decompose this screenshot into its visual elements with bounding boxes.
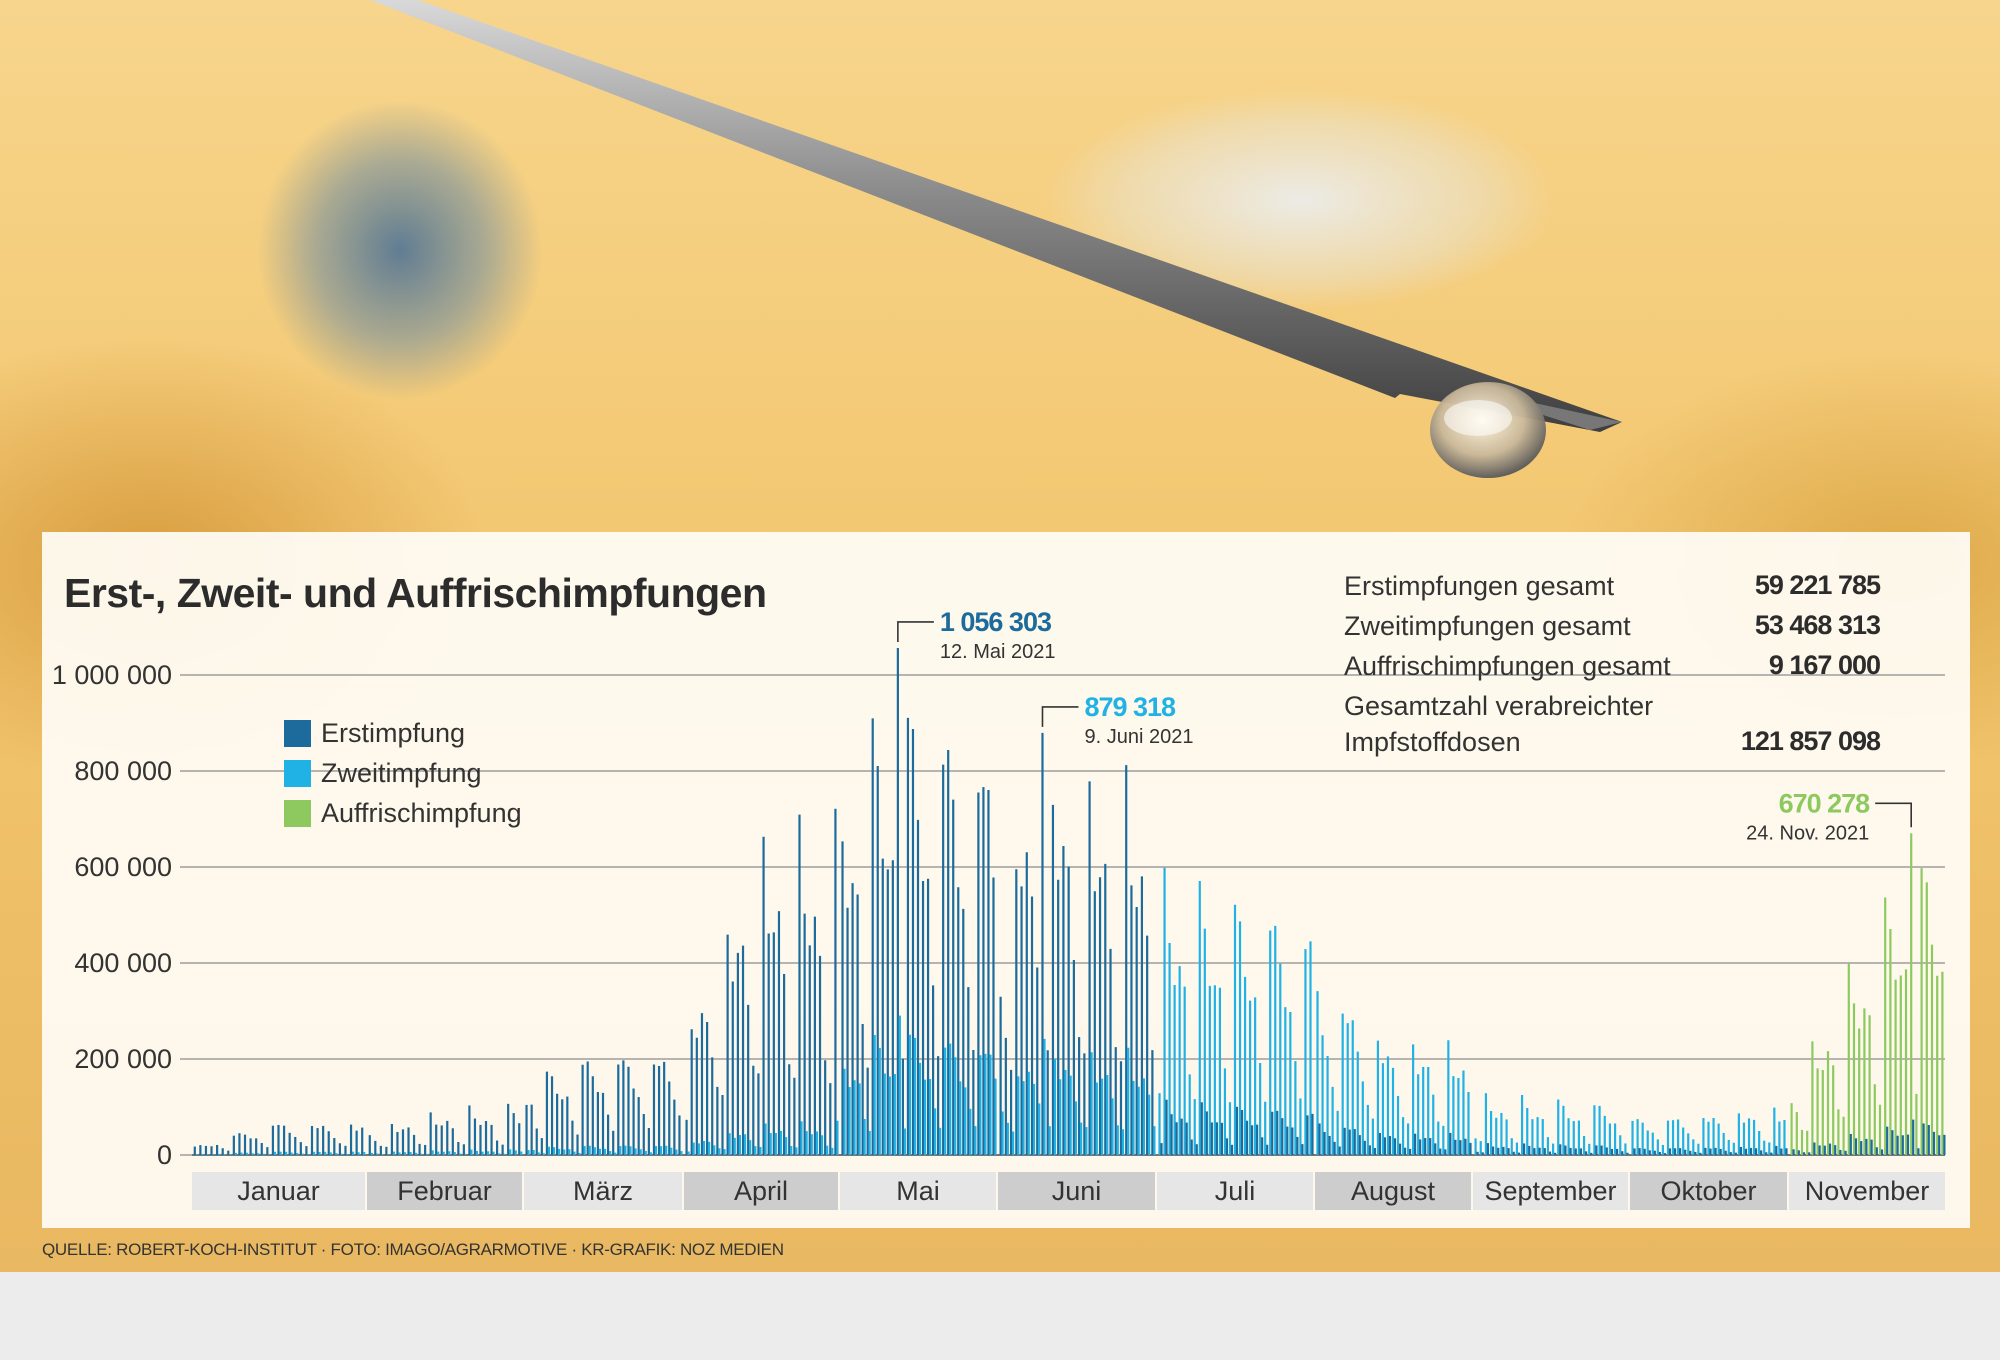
legend-swatch-zweitimpfung — [284, 760, 311, 787]
annotation-leader-line — [1875, 802, 1912, 828]
x-tick-label: September — [1484, 1176, 1616, 1206]
y-tick-label: 800 000 — [74, 756, 172, 786]
needle-shape — [370, 0, 1622, 432]
stat-label-auffrischimpfungen: Auffrischimpfungen gesamt — [1344, 651, 1671, 681]
y-tick-label: 600 000 — [74, 852, 172, 882]
annotation-date: 24. Nov. 2021 — [1746, 822, 1869, 844]
month-band — [367, 1172, 522, 1210]
y-tick-label: 1 000 000 — [52, 660, 172, 690]
legend-item-auffrischimpfung: Auffrischimpfung — [284, 798, 522, 829]
month-band — [1157, 1172, 1313, 1210]
annotation-value: 879 318 — [1084, 692, 1176, 722]
legend-item-zweitimpfung: Zweitimpfung — [284, 758, 482, 789]
month-band — [1789, 1172, 1945, 1210]
y-tick-label: 400 000 — [74, 948, 172, 978]
legend-label-zweitimpfung: Zweitimpfung — [321, 758, 482, 788]
month-band — [524, 1172, 682, 1210]
month-band — [1630, 1172, 1787, 1210]
stat-value-erstimpfungen: 59 221 785 — [1754, 570, 1881, 600]
legend-swatch-auffrischimpfung — [284, 800, 311, 827]
month-band — [684, 1172, 838, 1210]
month-band — [1315, 1172, 1471, 1210]
needle-tip — [1530, 402, 1622, 430]
month-band — [840, 1172, 996, 1210]
y-tick-label: 200 000 — [74, 1044, 172, 1074]
stat-value-auffrischimpfungen: 9 167 000 — [1768, 650, 1881, 680]
month-band — [1473, 1172, 1628, 1210]
annotation-date: 9. Juni 2021 — [1084, 726, 1193, 748]
source-credit: QUELLE: ROBERT-KOCH-INSTITUT · FOTO: IMA… — [42, 1240, 784, 1259]
stat-label-zweitimpfungen: Zweitimpfungen gesamt — [1344, 611, 1631, 641]
annotation-leader-line — [897, 621, 934, 642]
annotation-value: 670 278 — [1779, 788, 1871, 818]
x-tick-label: Juli — [1215, 1176, 1256, 1206]
bar-chart: 0 200 000 400 000 600 000 800 000 1 000 000 J… — [52, 607, 1946, 1210]
month-band — [192, 1172, 365, 1210]
legend-swatch-erstimpfung — [284, 720, 311, 747]
x-tick-label: Mai — [896, 1176, 940, 1206]
annotation-date: 12. Mai 2021 — [940, 641, 1056, 663]
y-tick-label: 0 — [157, 1140, 172, 1170]
annotation-leader-line — [1041, 706, 1079, 727]
x-tick-label: Januar — [237, 1176, 320, 1206]
chart-title: Erst-, Zweit- und Auffrischimpfungen — [64, 570, 767, 616]
x-tick-label: Oktober — [1660, 1176, 1756, 1206]
x-tick-label: Februar — [397, 1176, 492, 1206]
month-band — [998, 1172, 1155, 1210]
x-tick-label: Juni — [1052, 1176, 1102, 1206]
annotation-value: 1 056 303 — [940, 607, 1052, 637]
x-tick-label: August — [1351, 1176, 1436, 1206]
syringe-needle-photo — [370, 0, 1622, 478]
x-tick-label: März — [573, 1176, 633, 1206]
water-drop-highlight — [1444, 400, 1512, 436]
stat-label-gesamtzahl: Gesamtzahl verabreichter Impfstoffdosen — [1344, 691, 1654, 757]
legend-label-auffrischimpfung: Auffrischimpfung — [321, 798, 522, 828]
stat-label-erstimpfungen: Erstimpfungen gesamt — [1344, 571, 1615, 601]
stat-value-zweitimpfungen: 53 468 313 — [1754, 610, 1881, 640]
x-tick-label: November — [1805, 1176, 1930, 1206]
legend-label-erstimpfung: Erstimpfung — [321, 718, 466, 748]
legend-item-erstimpfung: Erstimpfung — [284, 718, 465, 749]
stat-value-gesamtzahl: 121 857 098 — [1740, 726, 1881, 756]
x-tick-label: April — [734, 1176, 788, 1206]
